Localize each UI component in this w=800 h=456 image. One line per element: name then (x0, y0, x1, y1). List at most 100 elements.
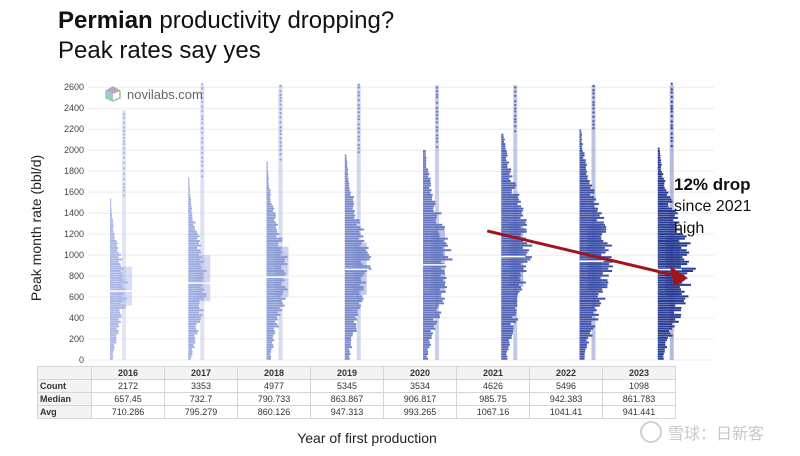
histogram-bar (657, 156, 661, 159)
histogram-bar (657, 182, 665, 185)
histogram-bar (344, 329, 357, 333)
outlier-point (670, 126, 673, 130)
histogram-bar (266, 209, 273, 212)
histogram-bar (188, 357, 191, 360)
outlier-point (670, 144, 673, 148)
count-row: Count 2172 3353 4977 5345 3534 4626 5496… (37, 379, 676, 393)
histogram-bar (657, 353, 664, 356)
outlier-point (122, 126, 126, 129)
histogram-bar (579, 306, 595, 309)
outlier-point (357, 83, 360, 86)
histogram-bar (579, 177, 588, 180)
histogram-bar (344, 318, 357, 321)
histogram-bar (266, 253, 281, 256)
histogram-bar (657, 242, 691, 245)
histogram-bar (423, 267, 442, 270)
histogram-bar (657, 246, 682, 249)
y-tick-label: 200 (69, 334, 84, 344)
histogram-bar (579, 170, 587, 173)
histogram-bar (110, 221, 114, 224)
histogram-bar (501, 267, 524, 270)
histogram-bar (657, 154, 661, 157)
year-header: 2019 (310, 366, 384, 380)
outlier-point (514, 90, 517, 93)
iqr-box (665, 236, 680, 298)
outlier-point (670, 136, 673, 139)
outlier-point (435, 113, 439, 117)
histogram-bar (344, 295, 363, 298)
histogram-bar (266, 200, 271, 203)
outlier-point (435, 145, 439, 149)
histogram-bar (110, 334, 117, 337)
histogram-bar (657, 244, 688, 247)
histogram-bar (188, 186, 190, 189)
histogram-bar (579, 179, 590, 182)
histogram-bar (188, 256, 202, 259)
histogram-bar (501, 288, 523, 291)
histogram-bar (110, 323, 119, 326)
histogram-bar (657, 166, 662, 169)
histogram-bar (188, 290, 202, 293)
histogram-bar (501, 136, 504, 139)
histogram-bar (188, 329, 199, 333)
outlier-point (122, 172, 126, 176)
histogram-bar (188, 246, 198, 249)
histogram-bar (423, 186, 430, 189)
histogram-bar (344, 244, 360, 247)
histogram-bar (501, 249, 530, 252)
histogram-bar (657, 316, 681, 319)
histogram-bar (266, 334, 274, 337)
histogram-bar (657, 147, 660, 150)
histogram-bar (501, 184, 517, 187)
histogram-bar (579, 311, 594, 314)
histogram-bar (579, 182, 590, 185)
histogram-bar (110, 341, 117, 344)
y-tick-label: 600 (69, 292, 84, 302)
histogram-bar (266, 288, 288, 291)
histogram-bar (501, 260, 528, 263)
histogram-bar (657, 323, 673, 326)
histogram-bar (501, 339, 509, 342)
histogram-bar (423, 276, 447, 279)
histogram-bar (266, 230, 278, 233)
title-rest: productivity dropping? (152, 7, 395, 34)
histogram-bar (579, 327, 594, 330)
histogram-bar (657, 279, 685, 282)
histogram-bar (657, 343, 666, 346)
histogram-bar (266, 219, 275, 222)
histogram-bar (657, 265, 681, 268)
histogram-bar (579, 244, 612, 247)
annotation-line3: high (674, 220, 705, 237)
histogram-bar (344, 207, 353, 210)
histogram-bar (501, 353, 507, 356)
histogram-bar (579, 175, 588, 178)
watermark: 雪球：日新客 (640, 420, 764, 444)
histogram-bar (188, 293, 207, 296)
outlier-point (279, 158, 282, 161)
y-tick-label: 1400 (64, 208, 84, 218)
histogram-bar (579, 136, 582, 139)
outlier-point (670, 139, 673, 143)
histogram-bar (344, 159, 347, 162)
histogram-bar (579, 267, 609, 270)
histogram-bar (579, 214, 600, 217)
outlier-point (357, 127, 360, 130)
histogram-bar (501, 341, 510, 344)
histogram-bar (266, 274, 285, 277)
histogram-bar (423, 233, 440, 236)
histogram-bar (266, 336, 273, 339)
outlier-point (201, 100, 204, 104)
histogram-bar (344, 216, 355, 219)
histogram-bar (266, 177, 269, 180)
avg-cell: 993.265 (383, 405, 457, 419)
histogram-bar (110, 249, 118, 252)
histogram-bar (657, 332, 671, 335)
outlier-point (435, 93, 439, 96)
histogram-bar (657, 198, 672, 201)
histogram-bar (501, 299, 518, 303)
histogram-bar (579, 297, 606, 300)
histogram-bar (501, 332, 513, 335)
outlier-point (201, 156, 204, 159)
histogram-bar (501, 221, 526, 224)
